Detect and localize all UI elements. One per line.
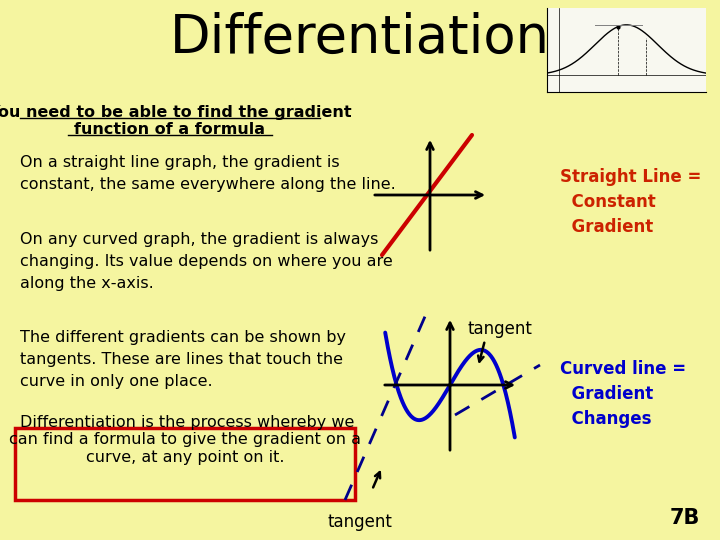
Text: tangent: tangent [467, 320, 532, 338]
Text: 7B: 7B [670, 508, 700, 528]
Text: Differentiation is the process whereby we: Differentiation is the process whereby w… [20, 415, 354, 430]
Text: On a straight line graph, the gradient is
constant, the same everywhere along th: On a straight line graph, the gradient i… [20, 155, 396, 192]
Text: tangent: tangent [328, 513, 392, 531]
Bar [15, 428, 355, 500]
Text: function of a formula: function of a formula [74, 122, 266, 137]
Text: Differentiation: Differentiation [170, 12, 550, 64]
Text: Curved line =
  Gradient
  Changes: Curved line = Gradient Changes [560, 360, 686, 428]
Text: On any curved graph, the gradient is always
changing. Its value depends on where: On any curved graph, the gradient is alw… [20, 232, 392, 292]
Text: The different gradients can be shown by
tangents. These are lines that touch the: The different gradients can be shown by … [20, 330, 346, 389]
Text: Straight Line =
  Constant
  Gradient: Straight Line = Constant Gradient [560, 168, 701, 236]
Text: curve, at any point on it.: curve, at any point on it. [86, 450, 284, 465]
Text: You need to be able to find the gradient: You need to be able to find the gradient [0, 105, 352, 120]
Text: can find a formula to give the gradient on a: can find a formula to give the gradient … [9, 432, 361, 447]
